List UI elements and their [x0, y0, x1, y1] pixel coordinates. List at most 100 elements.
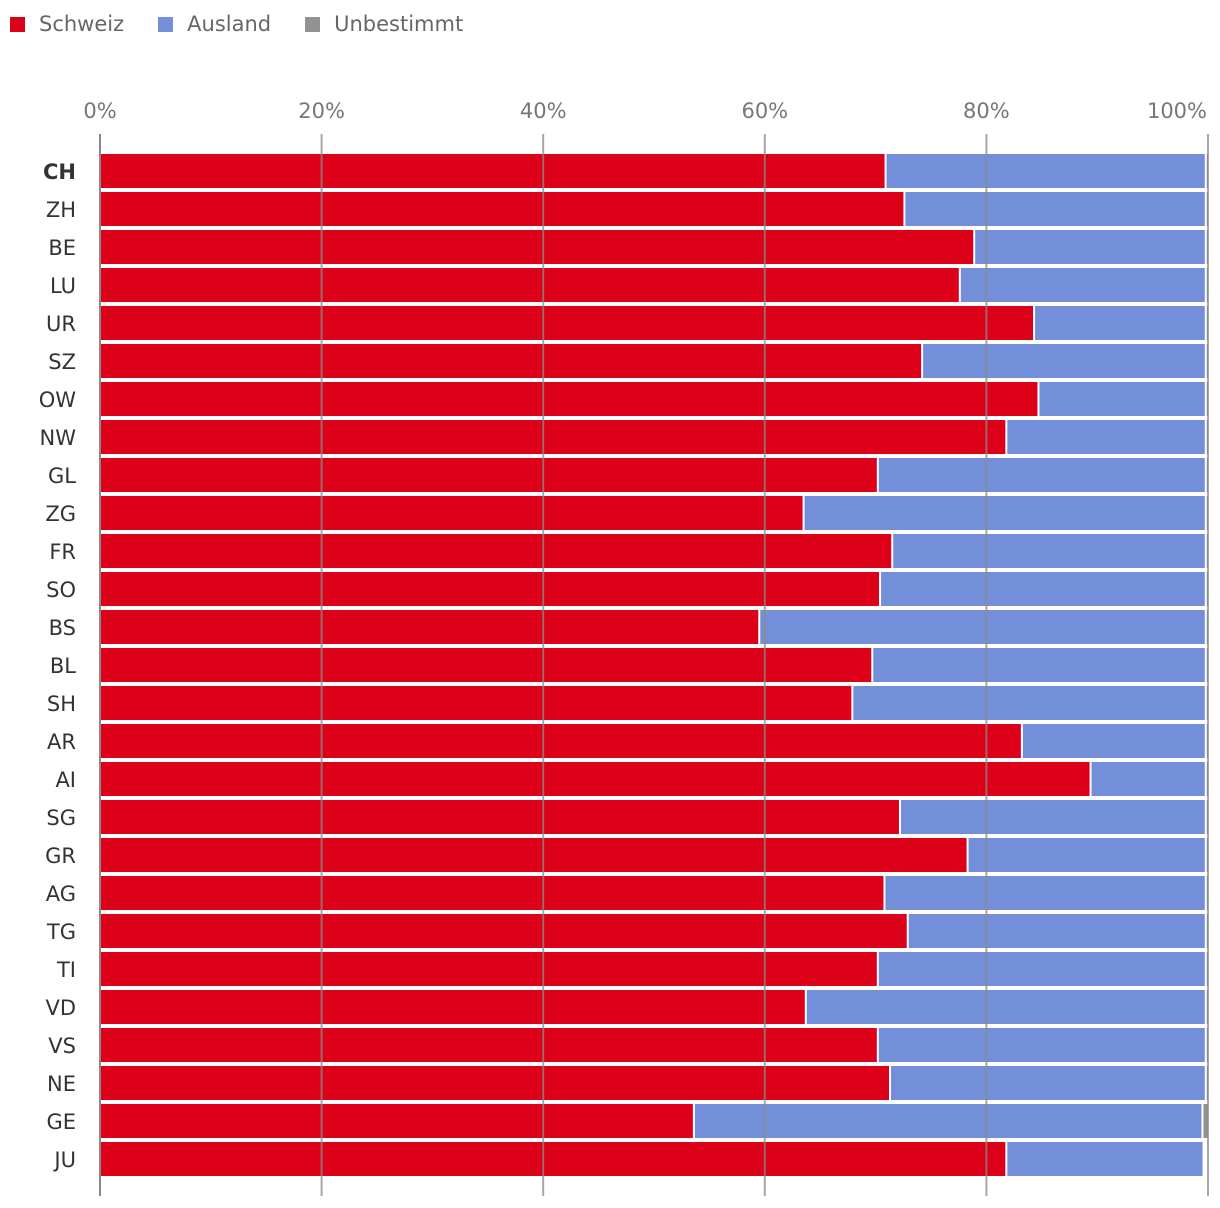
bar-segment-unbestimmt	[1205, 534, 1208, 568]
legend-label: Ausland	[187, 12, 272, 36]
category-label: BS	[49, 616, 76, 640]
bar-segment-schweiz	[100, 876, 885, 910]
bar-segment-ausland	[884, 876, 1206, 910]
category-label: BE	[48, 236, 76, 260]
bar-segment-schweiz	[100, 724, 1022, 758]
bar-segment-schweiz	[100, 990, 806, 1024]
bar-segment-schweiz	[100, 762, 1091, 796]
category-label: NW	[40, 426, 77, 450]
bar-segment-ausland	[904, 192, 1206, 226]
category-label: AR	[47, 730, 76, 754]
bar-segment-ausland	[877, 458, 1206, 492]
bar-segment-schweiz	[100, 420, 1007, 454]
category-label: JU	[52, 1148, 76, 1172]
bar-segment-ausland	[922, 344, 1206, 378]
bar-segment-ausland	[1090, 762, 1206, 796]
bar-segment-ausland	[877, 952, 1206, 986]
x-tick-label: 100%	[1147, 99, 1207, 123]
bar-segment-unbestimmt	[1205, 800, 1208, 834]
legend-label: Schweiz	[39, 12, 125, 36]
category-label: TI	[56, 958, 76, 982]
bar-segment-schweiz	[100, 192, 905, 226]
bar-segment-ausland	[959, 268, 1206, 302]
bar-segment-schweiz	[100, 800, 900, 834]
category-label: ZG	[45, 502, 76, 526]
bar-segment-unbestimmt	[1205, 762, 1208, 796]
bar-segment-unbestimmt	[1205, 990, 1208, 1024]
bar-segment-schweiz	[100, 534, 893, 568]
bar-segment-ausland	[1006, 420, 1206, 454]
bar-segment-unbestimmt	[1205, 192, 1208, 226]
category-label: FR	[49, 540, 76, 564]
bar-segment-schweiz	[100, 458, 878, 492]
bar-segment-unbestimmt	[1205, 458, 1208, 492]
bar-segment-schweiz	[100, 610, 760, 644]
category-label: CH	[43, 160, 76, 184]
category-label: AG	[46, 882, 76, 906]
legend-item: Unbestimmt	[305, 12, 463, 36]
bar-segment-ausland	[885, 154, 1206, 188]
legend: Schweiz Ausland Unbestimmt	[10, 12, 463, 36]
bar-segment-ausland	[967, 838, 1206, 872]
category-label: GE	[46, 1110, 76, 1134]
bar-segment-unbestimmt	[1205, 572, 1208, 606]
bar-segment-ausland	[693, 1104, 1203, 1138]
bar-segment-unbestimmt	[1205, 686, 1208, 720]
bar-segment-ausland	[877, 1028, 1206, 1062]
category-label: LU	[50, 274, 76, 298]
bar-segment-unbestimmt	[1205, 496, 1208, 530]
bar-segment-unbestimmt	[1205, 914, 1208, 948]
bar-segment-ausland	[805, 990, 1206, 1024]
legend-swatch	[158, 16, 174, 32]
bar-segment-schweiz	[100, 230, 975, 264]
legend-swatch	[305, 16, 321, 32]
category-label: SH	[47, 692, 76, 716]
bar-segment-unbestimmt	[1205, 382, 1208, 416]
bar-segment-unbestimmt	[1205, 724, 1208, 758]
category-label: SG	[46, 806, 76, 830]
bar-segment-ausland	[1006, 1142, 1204, 1176]
legend-item: Schweiz	[10, 12, 124, 36]
bar-segment-ausland	[907, 914, 1206, 948]
category-label: GL	[48, 464, 76, 488]
category-label: OW	[39, 388, 77, 412]
bar-segment-schweiz	[100, 648, 873, 682]
bar-segment-schweiz	[100, 154, 886, 188]
bar-segment-unbestimmt	[1205, 1028, 1208, 1062]
bar-segment-schweiz	[100, 1104, 694, 1138]
bar-segment-ausland	[892, 534, 1206, 568]
bar-segment-unbestimmt	[1205, 230, 1208, 264]
x-tick-label: 60%	[741, 99, 788, 123]
bar-segment-ausland	[890, 1066, 1206, 1100]
bar-segment-ausland	[1034, 306, 1206, 340]
bar-segment-schweiz	[100, 686, 853, 720]
category-label: ZH	[46, 198, 76, 222]
x-tick-label: 40%	[520, 99, 567, 123]
category-label: NE	[47, 1072, 76, 1096]
bar-segment-unbestimmt	[1205, 344, 1208, 378]
bar-segment-unbestimmt	[1205, 306, 1208, 340]
bar-segment-unbestimmt	[1205, 648, 1208, 682]
bar-segment-ausland	[803, 496, 1206, 530]
bar-segment-unbestimmt	[1205, 952, 1208, 986]
bar-segment-ausland	[899, 800, 1206, 834]
category-label: VS	[48, 1034, 76, 1058]
bar-segment-schweiz	[100, 496, 804, 530]
bar-segment-unbestimmt	[1205, 1066, 1208, 1100]
bar-segment-schweiz	[100, 914, 908, 948]
bar-segment-schweiz	[100, 268, 960, 302]
bar-segment-ausland	[1038, 382, 1206, 416]
bar-segment-unbestimmt	[1205, 876, 1208, 910]
category-label: SZ	[48, 350, 76, 374]
bar-segment-ausland	[880, 572, 1206, 606]
bar-segment-unbestimmt	[1205, 268, 1208, 302]
bar-segment-schweiz	[100, 1066, 891, 1100]
bar-segment-schweiz	[100, 306, 1035, 340]
bar-segment-schweiz	[100, 344, 923, 378]
bar-segment-unbestimmt	[1205, 610, 1208, 644]
bar-segment-schweiz	[100, 382, 1039, 416]
bar-segment-unbestimmt	[1202, 1104, 1208, 1138]
bar-segment-unbestimmt	[1205, 838, 1208, 872]
bar-segment-unbestimmt	[1205, 420, 1208, 454]
